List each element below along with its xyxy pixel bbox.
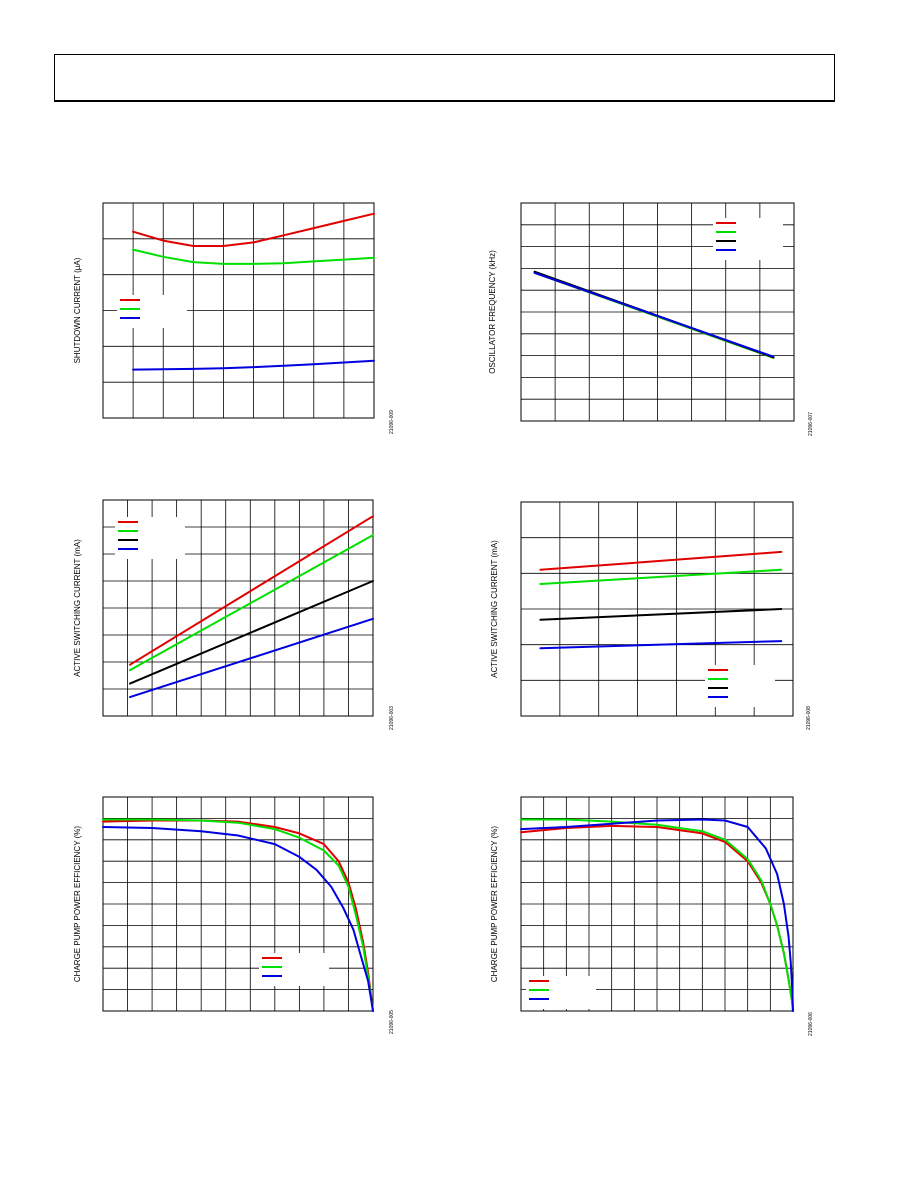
chart-active-a: ACTIVE SWITCHING CURRENT (mA) 21096-003 [73, 499, 395, 730]
series-line-1 [539, 550, 783, 571]
series-line-2 [129, 534, 374, 672]
chart-oscillator: OSCILLATOR FREQUENCY (kHz) 21096-007 [488, 202, 814, 436]
series-line-2 [539, 568, 783, 585]
legend-box [115, 517, 185, 559]
series-line-1 [129, 515, 374, 666]
series-line-2 [132, 248, 375, 265]
y-axis-label: ACTIVE SWITCHING CURRENT (mA) [73, 539, 82, 677]
series-line-4 [533, 271, 775, 358]
series-line-4 [539, 640, 783, 650]
series-line-4 [129, 617, 374, 699]
y-axis-label: OSCILLATOR FREQUENCY (kHz) [488, 250, 497, 374]
series-line-3 [132, 359, 375, 371]
chart-active-b: ACTIVE SWITCHING CURRENT (mA) 21096-008 [490, 501, 812, 730]
series-line-1 [132, 212, 375, 247]
y-axis-label: CHARGE PUMP POWER EFFICIENCY (%) [490, 826, 499, 983]
chart-shutdown: SHUTDOWN CURRENT (µA) 21096-009 [73, 202, 395, 434]
figure-id: 21096-008 [806, 706, 812, 730]
y-axis-label: ACTIVE SWITCHING CURRENT (mA) [490, 540, 499, 678]
page-header-box [54, 54, 835, 102]
figure-id: 21096-007 [808, 412, 814, 436]
legend-box [705, 665, 775, 707]
legend-box [713, 218, 783, 260]
series-line-2 [520, 818, 794, 1012]
chart-efficiency-a: CHARGE PUMP POWER EFFICIENCY (%) 21096-00… [73, 796, 395, 1034]
series-line-3 [520, 818, 794, 1012]
figure-id: 21096-006 [808, 1012, 814, 1036]
series-line-3 [539, 608, 783, 621]
series-line-3 [102, 826, 374, 1012]
figure-id: 21096-003 [389, 706, 395, 730]
figure-id: 21096-005 [389, 1010, 395, 1034]
y-axis-label: SHUTDOWN CURRENT (µA) [73, 257, 82, 363]
figure-id: 21096-009 [389, 410, 395, 434]
y-axis-label: CHARGE PUMP POWER EFFICIENCY (%) [73, 826, 82, 983]
series-line-2 [102, 818, 374, 1012]
series-line-3 [129, 580, 374, 685]
chart-efficiency-b: CHARGE PUMP POWER EFFICIENCY (%) 21096-00… [490, 796, 814, 1036]
